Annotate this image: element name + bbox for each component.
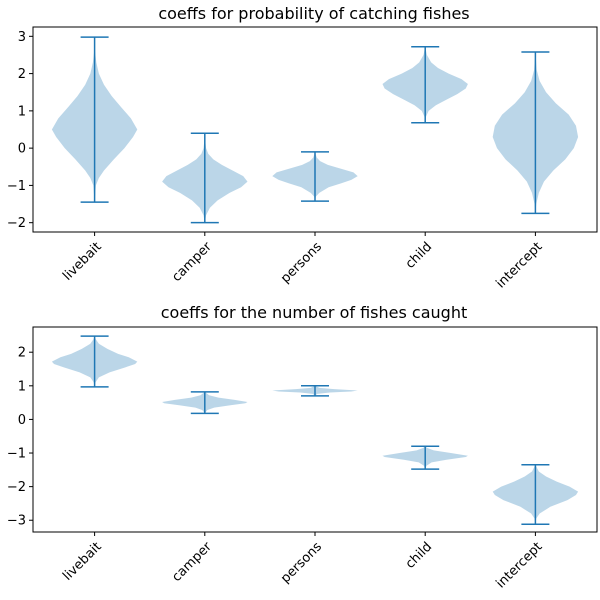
chart-title: coeffs for probability of catching fishe… — [158, 4, 469, 23]
x-tick-label: intercept — [493, 239, 545, 291]
y-tick-label: 1 — [18, 104, 26, 119]
y-tick-label: 2 — [18, 67, 26, 82]
x-tick-label: child — [403, 539, 435, 571]
y-tick-label: −2 — [7, 480, 26, 495]
chart-top: coeffs for probability of catching fishe… — [7, 4, 598, 291]
x-tick-label: persons — [278, 239, 325, 286]
chart-bottom: coeffs for the number of fishes caught −… — [7, 303, 598, 591]
x-tick-label: camper — [169, 239, 215, 285]
y-tick-label: 0 — [18, 413, 26, 428]
y-tick-label: −2 — [7, 216, 26, 231]
y-tick-label: 3 — [18, 30, 26, 45]
y-tick-label: 0 — [18, 142, 26, 157]
x-tick-label: camper — [169, 539, 215, 585]
y-tick-label: −1 — [7, 447, 26, 462]
y-tick-label: −1 — [7, 179, 26, 194]
y-tick-label: 2 — [18, 346, 26, 361]
x-tick-label: persons — [278, 539, 325, 586]
x-tick-label: livebait — [60, 239, 104, 283]
x-tick-label: livebait — [60, 539, 104, 583]
x-tick-label: intercept — [493, 539, 545, 591]
x-tick-label: child — [403, 239, 435, 271]
y-tick-label: 1 — [18, 379, 26, 394]
y-tick-label: −3 — [7, 514, 26, 529]
chart-title: coeffs for the number of fishes caught — [161, 303, 467, 322]
